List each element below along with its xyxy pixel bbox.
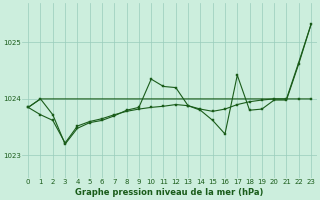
X-axis label: Graphe pression niveau de la mer (hPa): Graphe pression niveau de la mer (hPa) xyxy=(76,188,264,197)
